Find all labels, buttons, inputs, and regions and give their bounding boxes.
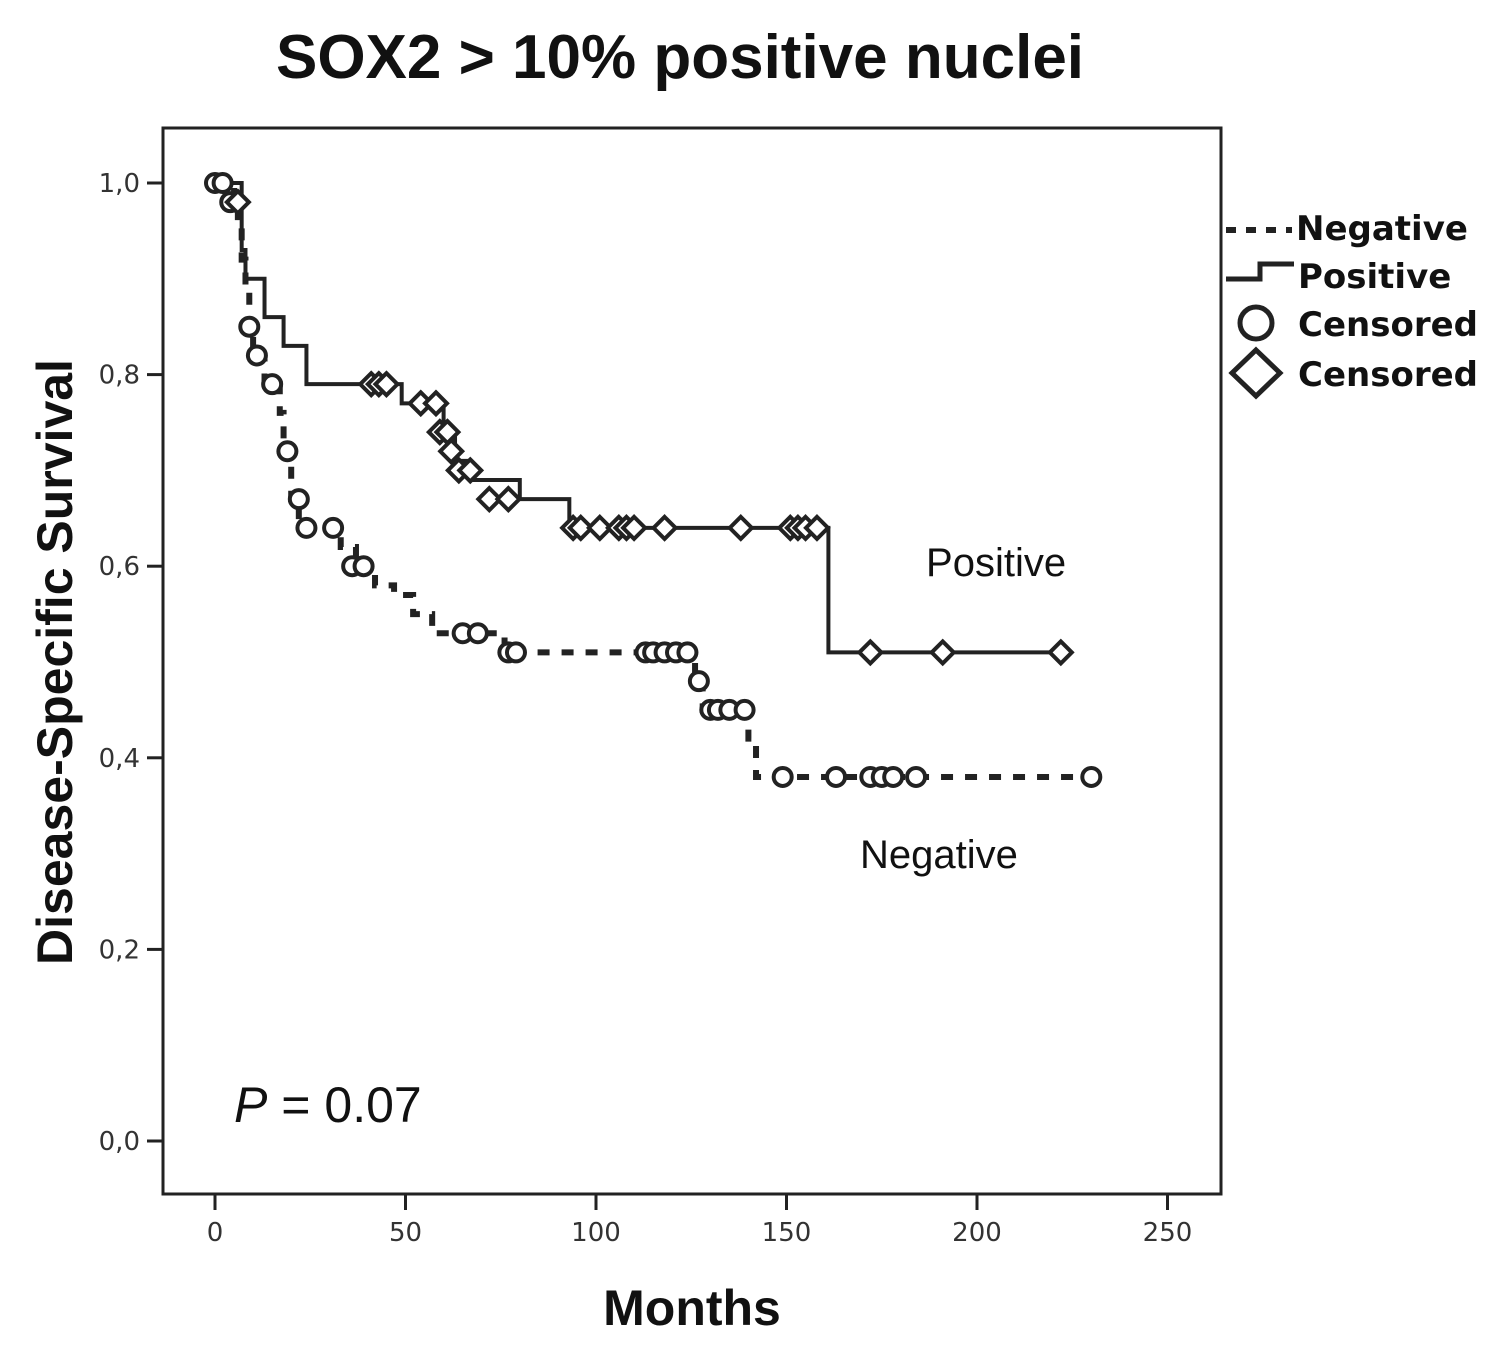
censor-marker-positive — [224, 188, 252, 216]
x-tick-label: 0 — [207, 1218, 224, 1248]
censor-markers — [204, 172, 1103, 788]
y-tick-label: 0,6 — [99, 552, 140, 582]
censor-marker-positive — [928, 638, 957, 667]
censor-marker-positive — [422, 389, 450, 418]
censor-marker-negative — [276, 440, 299, 463]
x-axis-title: Months — [603, 1280, 781, 1336]
censor-marker-negative — [245, 344, 268, 367]
censor-marker-positive — [437, 437, 466, 466]
legend-positive-label: Positive — [1298, 257, 1451, 297]
censor-marker-negative — [466, 622, 489, 645]
censor-marker-negative — [676, 641, 699, 664]
censor-marker-negative — [295, 516, 318, 539]
y-axis-title: Disease-Specific Survival — [27, 359, 83, 965]
censor-marker-negative — [322, 516, 345, 539]
x-tick-label: 50 — [389, 1218, 422, 1248]
censor-marker-positive — [475, 485, 504, 513]
censor-marker-positive — [456, 456, 485, 485]
chart-title: SOX2 > 10% positive nuclei — [276, 23, 1084, 92]
censor-marker-negative — [687, 670, 710, 693]
censor-marker-negative — [238, 315, 261, 338]
annotation-positive: Positive — [926, 541, 1066, 585]
legend-censored-diamond-label: Censored — [1298, 355, 1478, 395]
legend-positive-swatch — [1226, 261, 1294, 282]
legend-censored-circle-label: Censored — [1298, 305, 1478, 345]
y-axis: 0,0 0,2 0,4 0,6 0,8 1,0 — [99, 169, 163, 1157]
censor-marker-positive — [620, 514, 648, 542]
legend: Negative Positive Censored Censored — [1226, 209, 1478, 400]
y-tick-label: 0,2 — [99, 935, 140, 965]
censor-marker-negative — [771, 765, 794, 788]
series-negative-curve — [215, 180, 1092, 780]
censor-marker-negative — [211, 172, 234, 194]
censor-marker-positive — [585, 514, 614, 542]
y-tick-label: 0,0 — [99, 1127, 140, 1157]
censor-marker-positive — [650, 514, 679, 542]
plot-frame — [161, 126, 1223, 1196]
censor-marker-positive — [1046, 638, 1075, 667]
censor-marker-negative — [261, 373, 284, 396]
p-value-text: = 0.07 — [267, 1077, 421, 1133]
censor-marker-negative — [733, 698, 756, 721]
censor-marker-negative — [825, 765, 848, 788]
y-tick-label: 0,4 — [99, 744, 140, 774]
censor-marker-positive — [566, 514, 595, 542]
legend-censored-diamond-icon — [1228, 346, 1284, 400]
series-layer — [215, 180, 1092, 780]
x-tick-label: 250 — [1143, 1218, 1193, 1248]
x-tick-label: 100 — [571, 1218, 621, 1248]
x-tick-label: 150 — [762, 1218, 812, 1248]
p-value-symbol: P — [234, 1077, 268, 1133]
censor-marker-positive — [494, 485, 523, 513]
x-tick-label: 200 — [952, 1218, 1002, 1248]
censor-marker-positive — [372, 370, 401, 399]
p-value-label: P = 0.07 — [234, 1077, 422, 1133]
x-axis: 0 50 100 150 200 250 — [207, 1194, 1193, 1248]
legend-censored-circle-icon — [1237, 304, 1275, 342]
censor-marker-negative — [882, 765, 905, 788]
y-tick-label: 0,8 — [99, 361, 140, 391]
censor-marker-positive — [726, 514, 755, 542]
censor-marker-negative — [287, 488, 310, 511]
censor-marker-positive — [803, 514, 831, 542]
censor-marker-negative — [352, 555, 375, 578]
censor-marker-negative — [905, 765, 928, 788]
annotation-negative: Negative — [860, 833, 1018, 877]
censor-marker-negative — [1080, 765, 1103, 788]
censor-marker-positive — [856, 638, 885, 667]
y-tick-label: 1,0 — [99, 169, 140, 199]
legend-negative-label: Negative — [1296, 209, 1468, 249]
censor-marker-negative — [504, 641, 527, 664]
